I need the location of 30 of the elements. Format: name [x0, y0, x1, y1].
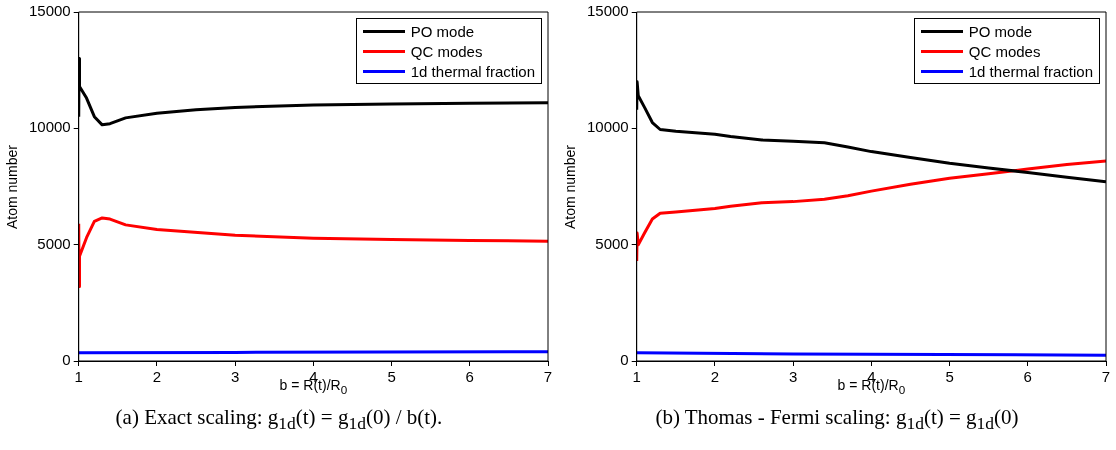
y-axis-title: Atom number — [562, 144, 578, 229]
x-tick-label: 2 — [152, 368, 162, 386]
legend-label: 1d thermal fraction — [410, 62, 535, 80]
x-tick-label: 5 — [387, 368, 396, 386]
legend-label: QC modes — [968, 42, 1041, 60]
legend-label: PO mode — [410, 22, 475, 40]
y-tick-label: 0 — [62, 351, 71, 369]
x-tick-label: 7 — [543, 368, 553, 386]
x-tick-label: 2 — [710, 368, 720, 386]
legend-label: 1d thermal fraction — [968, 62, 1093, 80]
y-tick-label: 15000 — [28, 2, 71, 20]
x-tick-label: 1 — [74, 368, 83, 386]
y-tick-label: 5000 — [37, 234, 71, 252]
x-tick-label: 1 — [632, 368, 641, 386]
y-tick-label: 0 — [620, 351, 629, 369]
y-tick-label: 10000 — [586, 118, 629, 136]
x-tick-label: 7 — [1101, 368, 1111, 386]
text: (b) Thomas - Fermi scaling: g$_{1d}$(t) = g$_{1d}$(0) — [654, 405, 1020, 435]
y-tick-label: 5000 — [595, 234, 629, 252]
y-axis-title: Atom number — [4, 144, 20, 229]
legend-label: PO mode — [968, 22, 1033, 40]
x-tick-label: 6 — [465, 368, 474, 386]
x-tick-label: 3 — [788, 368, 798, 386]
y-tick-label: 10000 — [28, 118, 71, 136]
x-tick-label: 3 — [230, 368, 240, 386]
x-tick-label: 5 — [945, 368, 954, 386]
y-tick-label: 15000 — [586, 2, 629, 20]
text: (a) Exact scaling: g$_{1d}$(t) = g$_{1d}$(0) / b(t). — [114, 405, 444, 435]
legend-label: QC modes — [410, 42, 483, 60]
x-tick-label: 6 — [1023, 368, 1032, 386]
